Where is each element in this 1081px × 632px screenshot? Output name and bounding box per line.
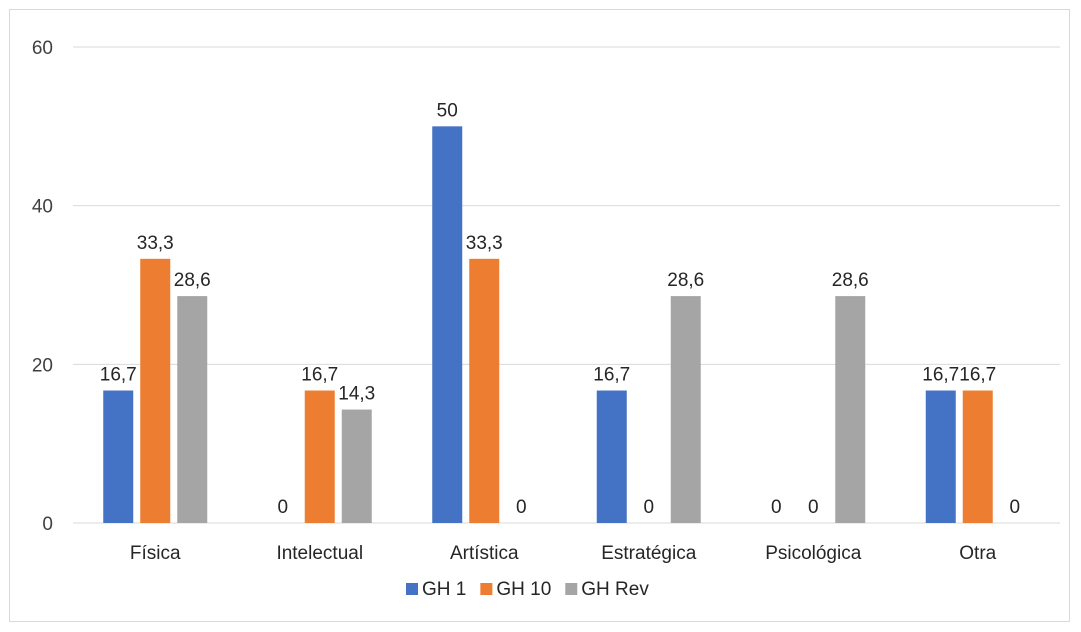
legend: GH 1 GH 10 GH Rev bbox=[406, 579, 649, 600]
data-label: 28,6 bbox=[667, 270, 704, 291]
gridlines bbox=[73, 46, 1060, 524]
bar-3-5 bbox=[835, 296, 866, 523]
legend-label: GH Rev bbox=[581, 579, 649, 600]
bar-2-1 bbox=[140, 258, 171, 523]
data-label: 14,3 bbox=[338, 384, 375, 405]
legend-swatch bbox=[480, 583, 493, 595]
x-axis-categories: Física Intelectual Artística Estratégica Psi… bbox=[130, 543, 997, 564]
y-tick-label: 40 bbox=[32, 197, 53, 218]
data-label: 16,7 bbox=[100, 365, 137, 386]
bar-1-6 bbox=[925, 390, 956, 523]
data-label: 0 bbox=[771, 497, 782, 518]
bar-1-3 bbox=[432, 126, 463, 523]
category-label: Artística bbox=[450, 543, 519, 564]
bar-2-6 bbox=[962, 390, 993, 523]
data-label: 28,6 bbox=[832, 270, 869, 291]
data-label: 33,3 bbox=[137, 233, 174, 254]
legend-label: GH 1 bbox=[422, 579, 466, 600]
data-label: 33,3 bbox=[466, 233, 503, 254]
data-label: 16,7 bbox=[959, 365, 996, 386]
bar-1-1 bbox=[103, 390, 134, 523]
bar-1-4 bbox=[596, 390, 627, 523]
data-label: 16,7 bbox=[301, 365, 338, 386]
category-label: Física bbox=[130, 543, 181, 564]
data-label: 0 bbox=[277, 497, 288, 518]
category-label: Psicológica bbox=[765, 543, 862, 564]
category-label: Estratégica bbox=[601, 543, 696, 564]
y-axis-ticks: 0 20 40 60 bbox=[32, 38, 53, 535]
data-label: 0 bbox=[516, 497, 527, 518]
y-tick-label: 20 bbox=[32, 355, 53, 376]
y-tick-label: 0 bbox=[42, 514, 53, 535]
data-label: 0 bbox=[808, 497, 819, 518]
data-label: 0 bbox=[1009, 497, 1020, 518]
category-label: Intelectual bbox=[276, 543, 363, 564]
data-label: 28,6 bbox=[174, 270, 211, 291]
bar-3-4 bbox=[670, 296, 701, 523]
data-label: 0 bbox=[643, 497, 654, 518]
data-label: 50 bbox=[437, 100, 458, 121]
data-label: 16,7 bbox=[922, 365, 959, 386]
data-label: 16,7 bbox=[593, 365, 630, 386]
y-tick-label: 60 bbox=[32, 38, 53, 59]
bar-2-2 bbox=[304, 390, 335, 523]
legend-swatch bbox=[565, 583, 578, 595]
bar-3-1 bbox=[177, 296, 208, 523]
bar-2-3 bbox=[469, 258, 500, 523]
category-label: Otra bbox=[959, 543, 996, 564]
bars bbox=[103, 126, 993, 523]
legend-label: GH 10 bbox=[496, 579, 551, 600]
bar-3-2 bbox=[341, 409, 372, 523]
legend-swatch bbox=[406, 583, 418, 595]
